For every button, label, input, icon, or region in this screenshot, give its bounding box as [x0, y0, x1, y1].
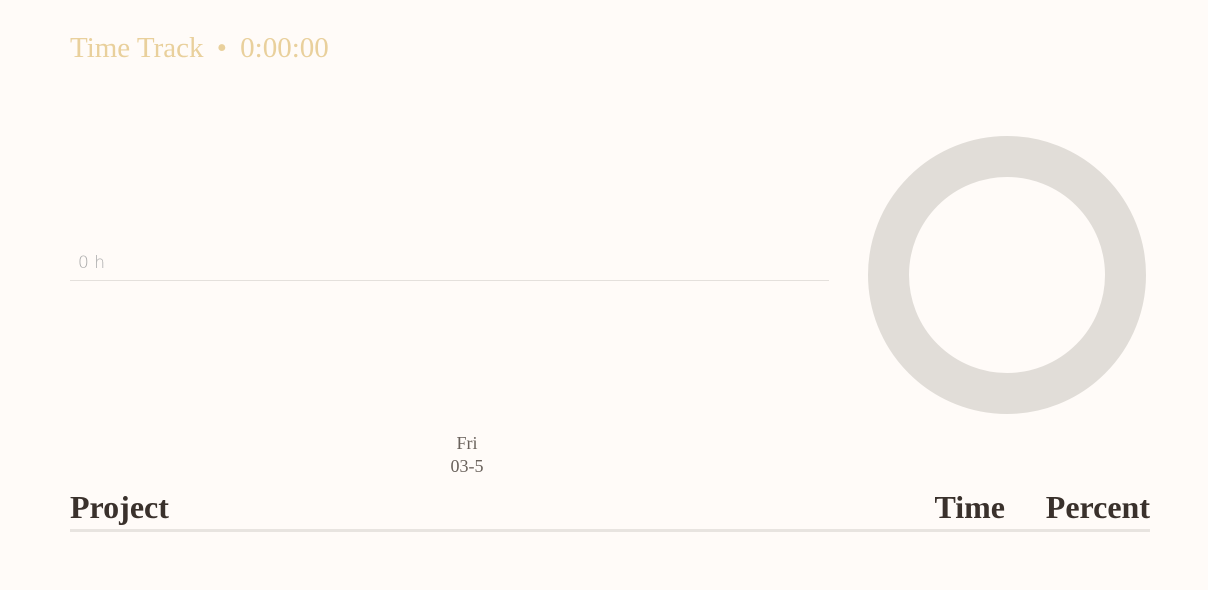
x-label-day: Fri — [456, 433, 478, 453]
column-header[interactable]: Time — [934, 489, 1005, 525]
title: Time Track — [70, 32, 204, 64]
y-axis-label: 0 h — [78, 253, 105, 273]
table-rule — [70, 529, 1150, 532]
donut-chart — [868, 136, 1146, 414]
header: Time Track • 0:00:00 — [70, 32, 335, 65]
axis-line — [70, 280, 829, 281]
column-header[interactable]: Project — [70, 489, 169, 525]
separator: • — [216, 32, 227, 64]
x-label-date: 03-5 — [450, 456, 484, 476]
donut-ring — [868, 136, 1146, 414]
elapsed-time: 0:00:00 — [240, 32, 329, 64]
column-header[interactable]: Percent — [1045, 489, 1150, 525]
